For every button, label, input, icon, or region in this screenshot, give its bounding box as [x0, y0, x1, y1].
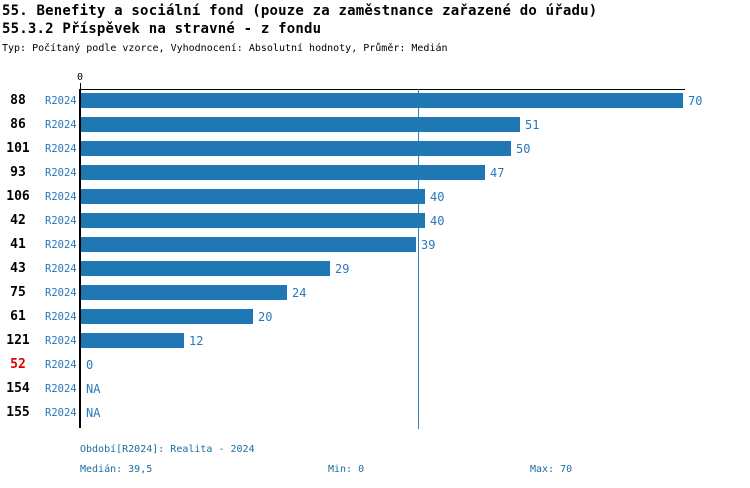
x-axis-tick-mark — [80, 83, 81, 89]
median-reference-line — [418, 89, 419, 429]
value-bar — [81, 261, 330, 276]
value-label: NA — [86, 405, 101, 420]
footer-median-label: Medián: 39,5 — [80, 464, 153, 475]
row-id-label: 52 — [10, 356, 26, 372]
value-label: 70 — [688, 93, 703, 108]
page-subtitle: 55.3.2 Příspěvek na stravné - z fondu — [2, 21, 322, 37]
period-link[interactable]: R2024 — [45, 94, 77, 107]
value-label: 50 — [516, 141, 531, 156]
period-link[interactable]: R2024 — [45, 406, 77, 419]
period-link[interactable]: R2024 — [45, 358, 77, 371]
horizontal-bar-chart: 0 88 R2024 70 86 R2024 51 101 R2024 50 9… — [0, 72, 750, 429]
chart-meta-info: Typ: Počítaný podle vzorce, Vyhodnocení:… — [2, 43, 448, 54]
value-bar — [81, 309, 253, 324]
value-label: 0 — [86, 357, 94, 372]
value-label: 51 — [525, 117, 540, 132]
value-label: NA — [86, 381, 101, 396]
row-id-label: 121 — [6, 332, 30, 348]
value-bar — [81, 165, 485, 180]
value-bar — [81, 141, 511, 156]
period-link[interactable]: R2024 — [45, 118, 77, 131]
row-id-label: 154 — [6, 380, 30, 396]
chart-row: 154 R2024 NA — [0, 377, 750, 401]
page-title: 55. Benefity a sociální fond (pouze za z… — [2, 3, 598, 19]
value-bar — [81, 117, 520, 132]
value-bar — [81, 93, 683, 108]
chart-row: 93 R2024 47 — [0, 161, 750, 185]
value-bar — [81, 189, 425, 204]
value-label: 39 — [421, 237, 436, 252]
footer-period-label: Období[R2024]: Realita - 2024 — [80, 444, 255, 455]
value-label: 40 — [430, 189, 445, 204]
chart-row: 61 R2024 20 — [0, 305, 750, 329]
footer-min-label: Min: 0 — [328, 464, 365, 475]
period-link[interactable]: R2024 — [45, 334, 77, 347]
chart-row: 101 R2024 50 — [0, 137, 750, 161]
chart-row: 41 R2024 39 — [0, 233, 750, 257]
value-label: 29 — [335, 261, 350, 276]
period-link[interactable]: R2024 — [45, 238, 77, 251]
chart-row: 88 R2024 70 — [0, 89, 750, 113]
period-link[interactable]: R2024 — [45, 190, 77, 203]
footer-max-label: Max: 70 — [530, 464, 573, 475]
chart-row: 52 R2024 0 — [0, 353, 750, 377]
row-id-label: 75 — [10, 284, 26, 300]
period-link[interactable]: R2024 — [45, 142, 77, 155]
value-bar — [81, 285, 287, 300]
chart-row: 42 R2024 40 — [0, 209, 750, 233]
row-id-label: 106 — [6, 188, 30, 204]
row-id-label: 42 — [10, 212, 26, 228]
row-id-label: 86 — [10, 116, 26, 132]
row-id-label: 88 — [10, 92, 26, 108]
value-label: 20 — [258, 309, 273, 324]
chart-row: 86 R2024 51 — [0, 113, 750, 137]
x-axis-tick-label: 0 — [76, 72, 84, 83]
row-id-label: 61 — [10, 308, 26, 324]
row-id-label: 93 — [10, 164, 26, 180]
period-link[interactable]: R2024 — [45, 310, 77, 323]
period-link[interactable]: R2024 — [45, 214, 77, 227]
value-bar — [81, 237, 416, 252]
value-label: 24 — [292, 285, 307, 300]
chart-row: 106 R2024 40 — [0, 185, 750, 209]
chart-row: 155 R2024 NA — [0, 401, 750, 425]
chart-row: 75 R2024 24 — [0, 281, 750, 305]
period-link[interactable]: R2024 — [45, 286, 77, 299]
period-link[interactable]: R2024 — [45, 262, 77, 275]
value-bar — [81, 213, 425, 228]
row-id-label: 43 — [10, 260, 26, 276]
value-label: 12 — [189, 333, 204, 348]
y-axis-line — [79, 89, 81, 428]
period-link[interactable]: R2024 — [45, 166, 77, 179]
x-axis-line — [80, 89, 685, 90]
row-id-label: 41 — [10, 236, 26, 252]
chart-row: 121 R2024 12 — [0, 329, 750, 353]
row-id-label: 155 — [6, 404, 30, 420]
value-label: 40 — [430, 213, 445, 228]
chart-row: 43 R2024 29 — [0, 257, 750, 281]
value-bar — [81, 333, 184, 348]
row-id-label: 101 — [6, 140, 30, 156]
period-link[interactable]: R2024 — [45, 382, 77, 395]
value-label: 47 — [490, 165, 505, 180]
